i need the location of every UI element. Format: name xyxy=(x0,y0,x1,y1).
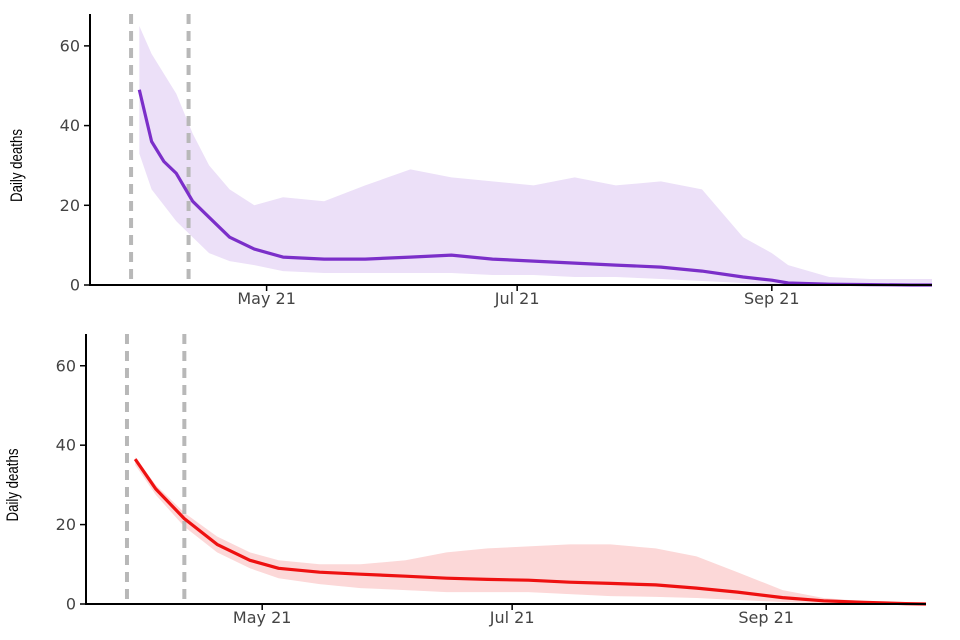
panel-bottom-xtick-label-may: May 21 xyxy=(233,608,292,627)
panel-top-ytick-label-60: 60 xyxy=(60,36,80,55)
panel-bottom-ytick-label-0: 0 xyxy=(66,595,76,614)
panel-top-ytick-40: 40 xyxy=(60,116,90,135)
panel-top-ytick-label-20: 20 xyxy=(60,196,80,215)
panel-bottom-series-line xyxy=(133,458,927,606)
panel-bottom-y-axis-title: Daily deaths xyxy=(4,448,23,521)
panel-top-xtick-sep: Sep 21 xyxy=(744,285,800,308)
panel-bottom: 0 20 40 60 May 21 Jul 21 Sep 21 Daily de… xyxy=(4,334,927,627)
panel-bottom-ytick-label-20: 20 xyxy=(56,515,76,534)
panel-top-y-axis-title: Daily deaths xyxy=(8,129,27,202)
panel-top-series-line xyxy=(137,89,932,287)
panel-bottom-xtick-label-sep: Sep 21 xyxy=(738,608,794,627)
panel-top-xtick-label-jul: Jul 21 xyxy=(494,289,540,308)
panel-bottom-ytick-label-60: 60 xyxy=(56,356,76,375)
panel-top-ytick-20: 20 xyxy=(60,196,90,215)
panel-top: 0 20 40 60 May 21 Jul 21 Sep 21 Daily de… xyxy=(8,14,933,308)
panel-top-ytick-60: 60 xyxy=(60,36,90,55)
panel-bottom-ytick-60: 60 xyxy=(56,356,86,375)
panel-bottom-ytick-label-40: 40 xyxy=(56,436,76,455)
panel-bottom-band xyxy=(135,457,926,604)
panel-top-band xyxy=(139,26,933,285)
panel-bottom-ytick-0: 0 xyxy=(66,595,86,614)
panel-top-xtick-jul: Jul 21 xyxy=(494,285,540,308)
panel-bottom-ytick-40: 40 xyxy=(56,436,86,455)
panel-top-xtick-may: May 21 xyxy=(237,285,296,308)
panel-top-ytick-label-40: 40 xyxy=(60,116,80,135)
panel-bottom-xtick-may: May 21 xyxy=(233,604,292,627)
panel-bottom-xtick-jul: Jul 21 xyxy=(489,604,535,627)
panel-top-ytick-label-0: 0 xyxy=(70,276,80,295)
panel-bottom-xtick-sep: Sep 21 xyxy=(738,604,794,627)
panel-bottom-ytick-20: 20 xyxy=(56,515,86,534)
panel-top-ytick-0: 0 xyxy=(70,276,90,295)
panel-bottom-xtick-label-jul: Jul 21 xyxy=(489,608,535,627)
panel-top-xtick-label-sep: Sep 21 xyxy=(744,289,800,308)
panel-top-xtick-label-may: May 21 xyxy=(237,289,296,308)
